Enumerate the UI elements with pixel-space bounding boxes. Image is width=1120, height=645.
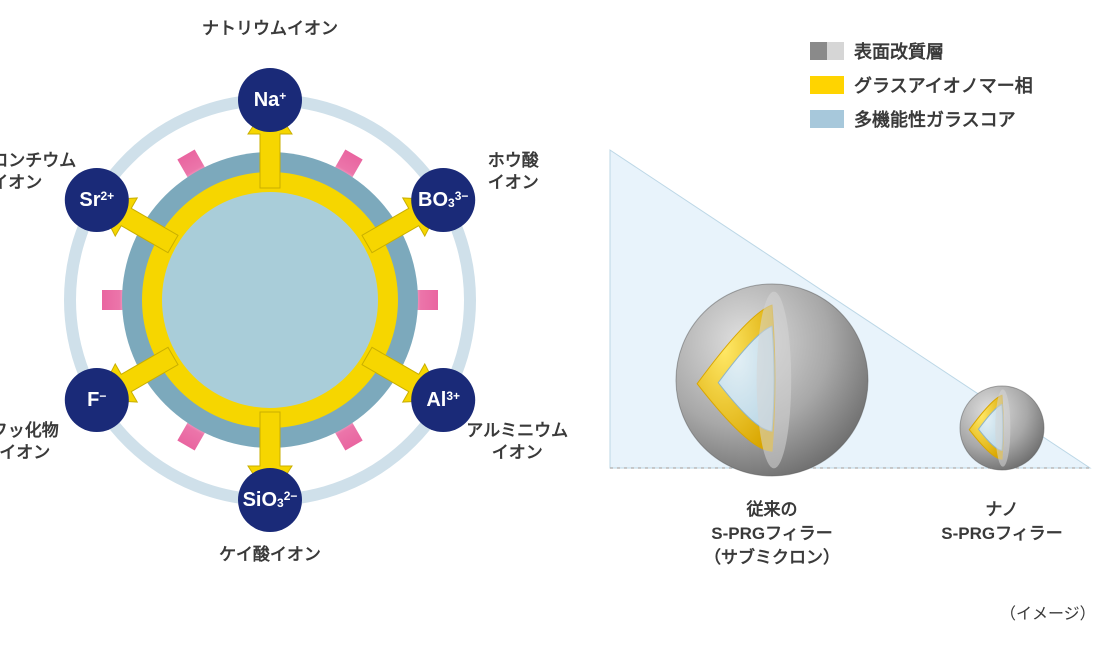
ion-label: ストロンチウム イオン [0,150,107,194]
core-circle [162,192,378,408]
filler-size-diagram [610,150,1090,476]
legend-row: グラスアイオノマー相 [810,72,1033,98]
ion-node: Na+ [238,68,302,132]
filler-sphere [676,284,868,476]
ion-label: フッ化物 イオン [0,420,115,464]
legend-label: 表面改質層 [854,38,944,64]
legend-row: 多機能性ガラスコア [810,106,1016,132]
ion-label: アルミニウム イオン [427,420,607,464]
ion-label: ケイ酸イオン [180,544,360,566]
legend-swatch [810,76,844,94]
filler-sphere [960,386,1044,470]
legend-swatch [810,110,844,128]
legend-label: グラスアイオノマー相 [854,72,1033,98]
legend-label: 多機能性ガラスコア [854,106,1016,132]
sphere-caption: 従来の S-PRGフィラー （サブミクロン） [662,498,882,569]
ion-release-diagram: Na+BO33−Al3+SiO32−F−Sr2+ [65,68,475,532]
legend-row: 表面改質層 [810,38,944,64]
ion-label: ナトリウムイオン [180,18,360,40]
image-note: （イメージ） [1000,600,1096,624]
ion-label: ホウ酸 イオン [423,150,603,194]
ion-node: SiO32− [238,468,302,532]
legend-swatch [810,42,844,60]
sphere-caption: ナノ S-PRGフィラー [892,498,1112,546]
